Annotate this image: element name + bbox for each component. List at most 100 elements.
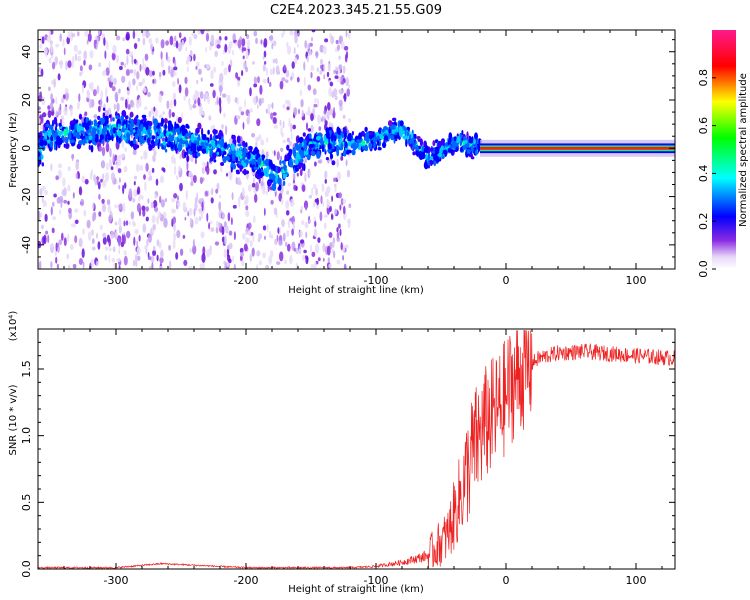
spectral-speckle (39, 124, 44, 130)
spectral-speckle (151, 262, 154, 269)
spectral-speckle (304, 40, 308, 49)
x-tick-label: -300 (104, 274, 129, 287)
spectral-ridge-blob (151, 135, 156, 140)
spectral-speckle (196, 91, 200, 96)
spectral-speckle (347, 220, 351, 229)
spectral-speckle (333, 177, 337, 182)
spectral-speckle (44, 190, 49, 195)
spectral-speckle (238, 198, 241, 208)
spectral-speckle (233, 263, 236, 269)
spectral-speckle (132, 259, 136, 267)
spectral-speckle (255, 37, 258, 44)
spectral-speckle (237, 115, 241, 120)
spectral-ridge-blob (53, 143, 57, 151)
spectral-ridge-blob (330, 134, 334, 142)
spectral-speckle (306, 256, 309, 261)
spectral-speckle (158, 241, 162, 249)
spectral-ridge-blob (272, 176, 275, 181)
spectral-speckle (287, 219, 291, 229)
spectral-speckle (285, 99, 290, 105)
spectral-ridge-blob (121, 110, 127, 118)
spectral-ridge-blob (129, 111, 134, 118)
spectral-ridge-blob (459, 133, 463, 138)
spectral-ridge-blob (421, 145, 424, 154)
spectral-speckle (142, 37, 146, 46)
spectral-speckle (57, 73, 61, 81)
spectral-speckle (136, 246, 141, 255)
spectral-speckle (294, 57, 298, 65)
spectral-speckle (204, 190, 209, 197)
spectral-ridge-blob (102, 112, 106, 119)
spectral-speckle (142, 57, 145, 67)
spectral-speckle (190, 181, 194, 187)
spectral-speckle (327, 102, 331, 111)
spectral-speckle (272, 58, 276, 64)
spectral-speckle (206, 212, 209, 222)
spectral-speckle (232, 255, 235, 263)
spectral-speckle (184, 76, 188, 85)
spectral-ridge-blob (78, 113, 83, 120)
spectral-speckle (308, 49, 313, 56)
spectral-ridge-blob (52, 130, 55, 137)
spectral-ridge-blob (146, 137, 151, 144)
y-tick-label: 40 (20, 45, 33, 59)
spectral-speckle (112, 44, 117, 54)
spectral-ridge-blob (76, 143, 82, 150)
spectral-ridge-blob (185, 123, 189, 129)
spectral-speckle (196, 192, 199, 202)
spectral-speckle (99, 224, 103, 231)
spectral-speckle (254, 193, 258, 203)
spectral-speckle (286, 106, 290, 111)
spectral-ridge-blob (134, 133, 139, 139)
spectral-speckle (299, 230, 303, 238)
spectral-ridge-blob (196, 152, 201, 157)
spectral-speckle (182, 234, 186, 239)
spectral-speckle (108, 60, 111, 71)
spectral-speckle (168, 244, 172, 251)
spectral-speckle (219, 166, 223, 173)
spectral-speckle (243, 61, 247, 69)
spectral-ridge-blob (279, 159, 282, 166)
spectral-ridge-blob (209, 133, 213, 142)
spectral-speckle (50, 261, 53, 269)
spectral-speckle (171, 112, 175, 118)
spectral-speckle (201, 167, 205, 175)
spectral-speckle (64, 88, 69, 94)
spectral-ridge-blob (202, 146, 207, 150)
spectral-speckle (41, 96, 46, 106)
spectral-ridge-blob (212, 152, 217, 160)
spectral-speckle (151, 167, 155, 173)
spectral-ridge-blob (453, 136, 457, 142)
spectral-ridge-blob (80, 126, 85, 131)
spectral-ridge-blob (195, 127, 200, 134)
spectral-speckle (113, 104, 116, 111)
spectral-ridge-blob (406, 131, 409, 137)
spectral-speckle (247, 230, 252, 236)
spectral-speckle (131, 220, 135, 226)
spectral-speckle (311, 37, 313, 42)
spectral-ridge-blob (65, 137, 69, 144)
spectral-speckle (56, 263, 60, 269)
spectral-speckle (304, 172, 307, 183)
spectral-ridge-blob (298, 143, 303, 150)
spectral-speckle (253, 177, 255, 185)
spectral-speckle (147, 92, 151, 98)
spectral-ridge-blob (466, 149, 471, 154)
spectral-speckle (320, 195, 323, 205)
spectral-speckle (101, 198, 105, 204)
spectral-ridge-blob (437, 140, 442, 149)
spectral-speckle (153, 150, 157, 156)
spectral-speckle (258, 98, 262, 107)
spectral-speckle (309, 42, 313, 47)
spectral-speckle (100, 90, 103, 100)
spectral-speckle (209, 45, 212, 51)
spectral-ridge-blob (49, 129, 52, 137)
spectral-speckle (228, 230, 233, 236)
spectral-speckle (210, 188, 214, 196)
spectral-ridge-blob (209, 157, 214, 162)
spectral-speckle (168, 65, 171, 75)
spectral-speckle (75, 161, 79, 171)
spectral-ridge-blob (61, 136, 65, 140)
spectral-speckle (322, 257, 325, 262)
